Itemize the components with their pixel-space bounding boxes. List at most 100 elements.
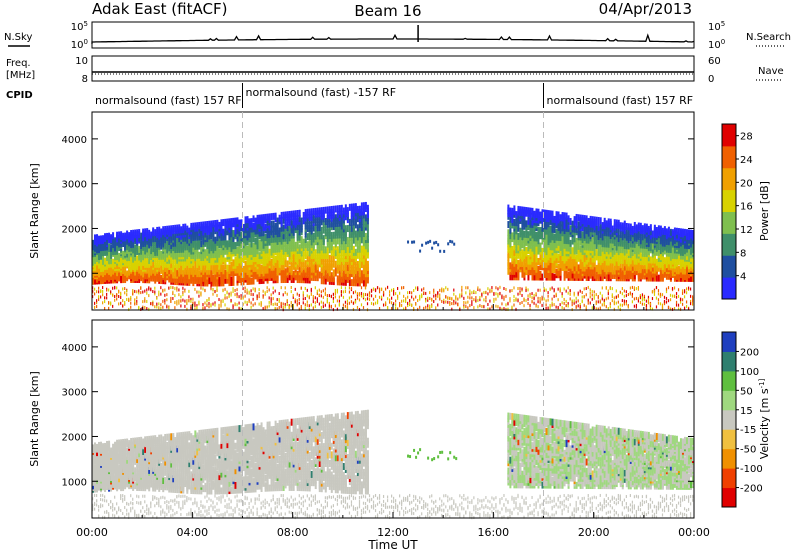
echo-cell (336, 211, 339, 219)
echo-cell (625, 294, 627, 298)
echo-cell (589, 215, 592, 223)
echo-cell (112, 267, 115, 275)
echo-cell (244, 300, 246, 304)
echo-cell (202, 233, 205, 241)
echo-cell (601, 222, 604, 230)
echo-cell (234, 224, 237, 232)
echo-cell (144, 297, 146, 301)
echo-cell (501, 307, 503, 311)
freq-trace (92, 71, 694, 75)
echo-cell (104, 296, 106, 300)
echo-cell (212, 292, 214, 296)
echo-cell (330, 294, 332, 298)
echo-cell (332, 260, 335, 268)
echo-cell (513, 248, 516, 256)
echo-cell (585, 305, 587, 309)
echo-cell (320, 290, 322, 294)
echo-cell (166, 254, 169, 262)
echo-cell (140, 307, 142, 311)
echo-cell (308, 260, 311, 268)
echo-cell (565, 304, 567, 308)
echo-cell (96, 305, 98, 309)
echo-cell (326, 299, 328, 303)
echo-cell (188, 289, 190, 293)
echo-cell (278, 300, 280, 304)
echo-cell (204, 270, 207, 278)
echo-cell (296, 262, 299, 270)
echo-cell (515, 298, 517, 302)
echo-cell (160, 238, 163, 246)
echo-cell (286, 237, 289, 245)
echo-cell (555, 218, 558, 226)
echo-cell (589, 267, 592, 275)
echo-cell (575, 213, 578, 221)
echo-cell (138, 306, 140, 310)
echo-cell (573, 230, 576, 238)
echo-cell (216, 286, 218, 290)
echo-cell (409, 301, 411, 305)
echo-cell (539, 252, 542, 260)
echo-cell (260, 214, 263, 222)
echo-cell (340, 286, 343, 290)
echo-cell (358, 251, 361, 259)
echo-cell (521, 206, 524, 214)
echo-cell (374, 301, 377, 305)
echo-cell (182, 293, 184, 297)
echo-cell (623, 299, 625, 303)
echo-cell (102, 235, 105, 243)
echo-cell (350, 295, 353, 299)
echo-cell (421, 295, 423, 299)
echo-cell (222, 219, 225, 227)
echo-cell (314, 249, 317, 257)
echo-cell (112, 293, 114, 297)
echo-cell (98, 261, 101, 269)
echo-cell (200, 286, 202, 290)
echo-cell (427, 296, 429, 300)
echo-cell (397, 296, 399, 300)
echo-cell (222, 228, 225, 236)
echo-cell (521, 249, 524, 257)
echo-cell (260, 301, 262, 305)
echo-cell (198, 251, 201, 259)
echo-cell (316, 229, 319, 237)
echo-cell (116, 238, 119, 246)
echo-cell (541, 209, 544, 217)
echo-cell (585, 307, 587, 311)
echo-cell (226, 269, 229, 277)
echo-cell (384, 301, 387, 305)
echo-cell (617, 305, 619, 309)
echo-cell (142, 305, 144, 309)
echo-cell (316, 207, 319, 215)
echo-cell (330, 231, 333, 239)
echo-cell (212, 220, 215, 228)
echo-cell (94, 305, 96, 309)
echo-cell (569, 297, 571, 301)
echo-cell (561, 294, 563, 298)
echo-cell (380, 295, 383, 299)
echo-cell (94, 255, 97, 263)
echo-cell (459, 307, 461, 311)
echo-cell (268, 213, 271, 221)
echo-cell (457, 302, 459, 306)
echo-cell (437, 303, 439, 307)
echo-cell (226, 218, 229, 226)
echo-cell (224, 293, 226, 297)
echo-cell (172, 233, 175, 241)
echo-cell (507, 259, 510, 267)
echo-cell (521, 270, 524, 278)
echo-cell (517, 299, 519, 303)
echo-cell (120, 293, 122, 297)
echo-cell (92, 286, 94, 290)
echo-cell (342, 207, 345, 215)
echo-cell (216, 229, 219, 237)
echo-cell (138, 262, 141, 270)
echo-cell (601, 294, 603, 298)
echo-cell (236, 254, 239, 262)
echo-cell (222, 279, 225, 287)
echo-cell (563, 307, 565, 311)
echo-cell (607, 218, 610, 226)
echo-cell (346, 302, 349, 306)
echo-cell (403, 299, 405, 303)
echo-cell (352, 245, 355, 253)
echo-cell (238, 239, 241, 247)
